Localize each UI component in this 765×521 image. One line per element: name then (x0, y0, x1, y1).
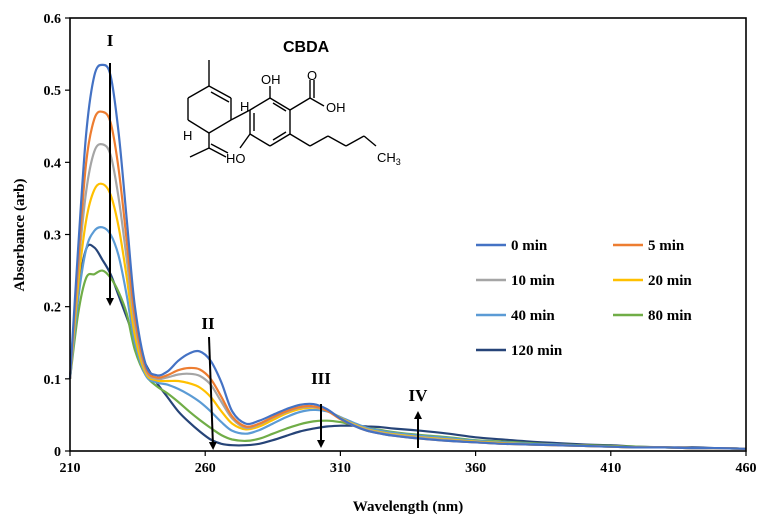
series-line-20-min (68, 182, 747, 450)
legend-label: 80 min (648, 308, 692, 324)
legend-label: 120 min (511, 343, 563, 359)
molecule-label-h-left: H (183, 128, 192, 143)
molecule-label-ho: HO (226, 151, 246, 166)
legend-label: 40 min (511, 308, 555, 324)
molecule-label-methyl: CH3 (377, 150, 401, 167)
y-axis-title: Absorbance (arb) (12, 179, 28, 292)
x-axis-title: Wavelength (nm) (353, 499, 463, 515)
y-tick-label: 0 (54, 445, 61, 460)
molecule-label-oh-acid: OH (326, 100, 346, 115)
series-line-0-min (68, 63, 747, 450)
molecule-label-h-right: H (240, 99, 249, 114)
y-tick-label: 0.2 (44, 301, 62, 316)
legend-label: 10 min (511, 273, 555, 289)
x-tick-label: 410 (600, 461, 621, 476)
x-tick-label: 460 (736, 461, 757, 476)
series-line-80-min (68, 269, 747, 450)
series-line-120-min (68, 243, 747, 450)
x-tick-label: 260 (195, 461, 216, 476)
legend-label: 20 min (648, 273, 692, 289)
y-tick-label: 0.3 (44, 229, 62, 244)
molecule-label-oh-top: OH (261, 72, 281, 87)
annotation-ii: II (201, 314, 215, 333)
y-tick-label: 0.1 (44, 373, 62, 388)
legend-label: 0 min (511, 238, 548, 254)
y-tick-label: 0.4 (44, 156, 62, 171)
spectra-curves (68, 63, 747, 450)
x-tick-label: 210 (60, 461, 81, 476)
y-tick-label: 0.5 (44, 84, 62, 99)
arrow-peak-ii (208, 336, 217, 450)
cbda-structure (187, 60, 377, 158)
molecule-title: CBDA (283, 39, 330, 56)
annotation-i: I (107, 31, 114, 50)
annotation-iii: III (311, 369, 331, 388)
annotation-iv: IV (409, 386, 429, 405)
legend-label: 5 min (648, 238, 685, 254)
y-tick-label: 0.6 (44, 12, 62, 27)
x-tick-label: 310 (330, 461, 351, 476)
axis-ticks: 210 260 310 360 410 460 0 0.1 0.2 0.3 0.4 0.5 0.6 (44, 12, 757, 476)
legend: 0 min 5 min 10 min 20 min 40 min 80 min 120 mi… (476, 238, 692, 359)
series-line-40-min (68, 226, 747, 450)
molecule-label-carbonyl-o: O (307, 68, 317, 83)
x-tick-label: 360 (465, 461, 486, 476)
